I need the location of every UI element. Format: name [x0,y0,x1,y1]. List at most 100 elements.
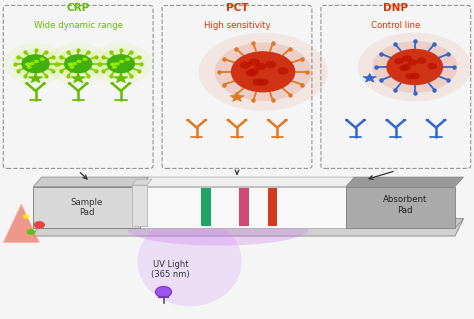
Polygon shape [33,219,464,236]
Ellipse shape [199,33,328,111]
Circle shape [399,65,409,71]
Circle shape [258,78,269,86]
Polygon shape [140,177,355,187]
Circle shape [55,48,101,79]
Ellipse shape [137,217,242,306]
Circle shape [107,54,135,73]
Text: DNP: DNP [383,3,408,13]
Circle shape [29,62,35,65]
Circle shape [25,82,28,85]
Circle shape [240,62,251,69]
Circle shape [82,57,88,61]
Circle shape [110,82,114,85]
Circle shape [227,119,230,121]
Text: PCT: PCT [226,3,248,13]
Circle shape [204,119,207,121]
Circle shape [68,63,73,66]
Text: UV Light
(365 nm): UV Light (365 nm) [151,260,190,279]
Circle shape [186,119,190,121]
Polygon shape [230,92,244,101]
Circle shape [249,58,260,66]
Circle shape [76,60,82,63]
Circle shape [406,73,415,79]
Circle shape [410,73,419,79]
Circle shape [110,63,116,66]
Circle shape [155,286,172,297]
Circle shape [265,61,276,68]
Text: CRP: CRP [66,3,90,13]
Text: Control line: Control line [371,21,420,30]
Circle shape [69,65,74,69]
Circle shape [125,57,130,61]
Circle shape [27,65,32,69]
Circle shape [403,119,406,121]
Circle shape [43,82,46,85]
Circle shape [408,59,417,65]
Circle shape [417,57,426,64]
Polygon shape [33,219,464,228]
Polygon shape [33,187,140,228]
Circle shape [72,62,77,65]
Polygon shape [363,73,376,82]
Ellipse shape [215,42,311,101]
Polygon shape [22,214,30,219]
Circle shape [34,221,45,229]
Circle shape [428,63,437,70]
Circle shape [68,63,73,66]
Circle shape [40,57,45,61]
Ellipse shape [128,214,308,246]
Circle shape [119,60,124,63]
Circle shape [284,119,288,121]
Circle shape [363,119,366,121]
Circle shape [21,54,50,73]
Circle shape [253,78,264,86]
Circle shape [401,64,411,70]
Circle shape [34,60,39,63]
Ellipse shape [386,49,443,85]
Circle shape [25,63,30,66]
Circle shape [385,119,389,121]
Circle shape [115,62,120,65]
Circle shape [128,82,131,85]
Circle shape [278,67,289,75]
Text: Sample
Pad: Sample Pad [70,198,103,217]
Polygon shape [346,177,464,187]
Circle shape [27,229,35,235]
Circle shape [68,82,71,85]
Ellipse shape [231,51,295,93]
Polygon shape [132,179,152,185]
Circle shape [345,119,348,121]
Polygon shape [132,185,147,226]
Circle shape [402,55,412,62]
Circle shape [25,63,30,66]
Polygon shape [3,204,39,242]
Text: Absorbent
Pad: Absorbent Pad [383,195,427,215]
Polygon shape [71,73,85,83]
Circle shape [47,43,109,85]
Circle shape [244,119,247,121]
Bar [239,188,249,226]
Circle shape [112,65,117,69]
Circle shape [267,119,270,121]
Circle shape [255,63,266,70]
Polygon shape [28,73,43,83]
Circle shape [13,48,58,79]
Circle shape [110,63,115,66]
Circle shape [64,54,92,73]
Circle shape [246,69,256,77]
Circle shape [443,119,447,121]
Polygon shape [140,187,346,228]
Circle shape [4,43,67,85]
Ellipse shape [358,33,472,101]
Bar [268,188,277,226]
Circle shape [426,119,429,121]
Circle shape [248,68,259,76]
Circle shape [98,48,144,79]
Polygon shape [33,177,148,187]
Polygon shape [114,73,128,83]
Ellipse shape [372,41,457,93]
Text: High sensitivity: High sensitivity [204,21,270,30]
Circle shape [85,82,89,85]
Polygon shape [346,187,455,228]
Circle shape [394,58,404,64]
